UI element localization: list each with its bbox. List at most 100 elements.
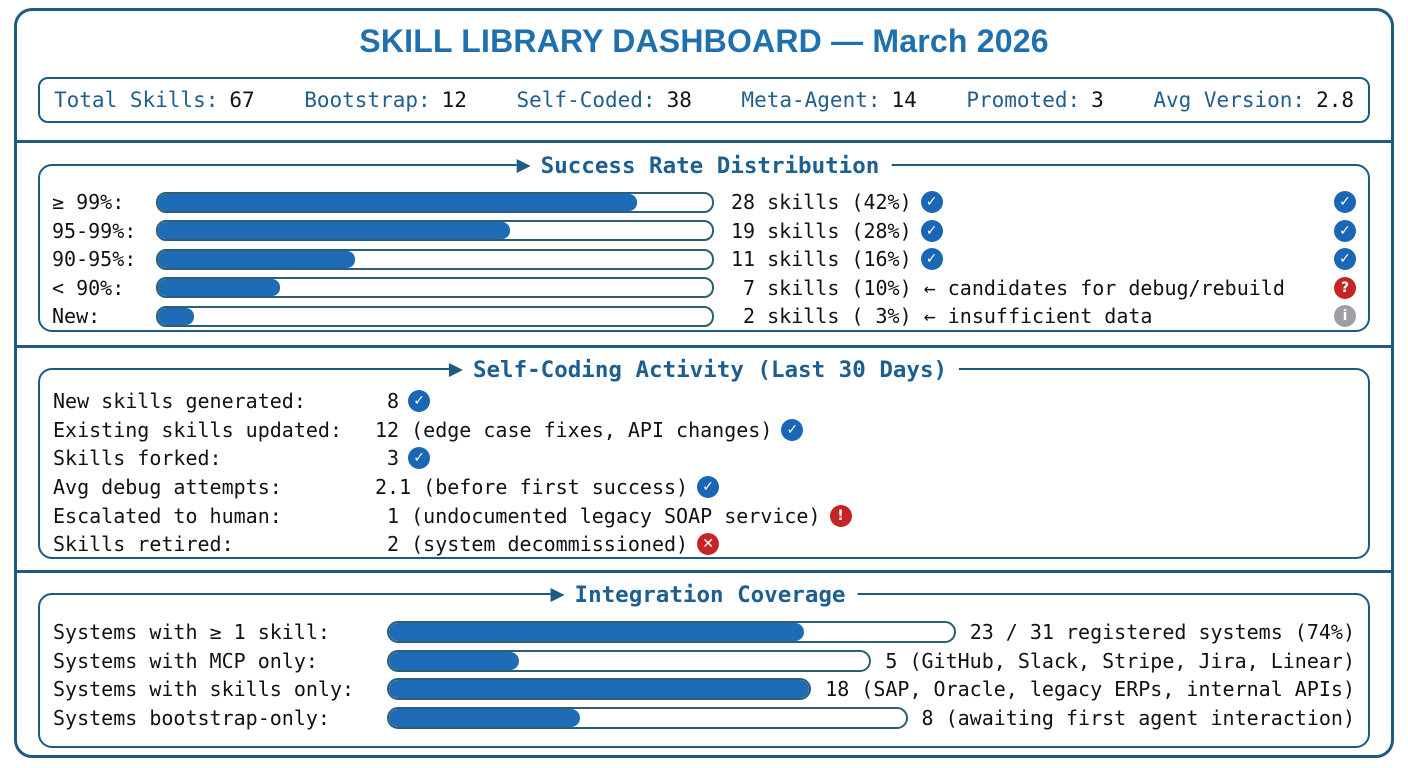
activity-value: 2 (system decommissioned) <box>375 532 689 557</box>
integration-label: Systems with MCP only: <box>53 648 318 673</box>
bucket-label: ≥ 99%: <box>52 190 125 215</box>
check-icon: ✓ <box>1334 191 1356 214</box>
stat-item: Bootstrap: 12 <box>304 88 467 112</box>
activity-value: 3 <box>375 446 400 471</box>
stat-label: Total Skills: <box>54 88 219 112</box>
exclamation-icon: ! <box>829 504 852 527</box>
page-title: SKILL LIBRARY DASHBOARD — March 2026 <box>359 23 1049 59</box>
integration-label: Systems with ≥ 1 skill: <box>53 620 330 645</box>
bar-fill <box>389 709 581 728</box>
bucket-value-text: 2 skills ( 3%) ← insufficient data <box>731 304 1153 329</box>
bar-fill <box>389 680 810 699</box>
bucket-label: New: <box>52 304 101 329</box>
check-icon: ✓ <box>408 447 431 470</box>
activity-row: Existing skills updated: 12 (edge case fi… <box>40 416 1368 445</box>
arrow-right-icon <box>550 588 565 602</box>
bar-track <box>156 305 714 327</box>
bar-fill <box>158 307 194 325</box>
integration-value-text: 23 / 31 registered systems (74%) <box>969 620 1355 645</box>
success-rate-row: New: 2 skills ( 3%) ← insufficient data i <box>40 302 1368 331</box>
arrow-right-icon <box>516 159 531 173</box>
integration-row: Systems with skills only: 18 (SAP, Oracle… <box>40 675 1368 704</box>
integration-coverage-panel: Integration Coverage Systems with ≥ 1 sk… <box>38 578 1370 748</box>
self-coding-activity-rows: New skills generated: 8 ✓ Existing skills … <box>40 387 1368 559</box>
stat-value: 3 <box>1091 88 1104 112</box>
integration-section-header: Integration Coverage <box>550 578 858 612</box>
summary-stats-bar: Total Skills: 67 Bootstrap: 12 Self-Coded: 38… <box>38 77 1370 123</box>
bar-track <box>387 621 956 644</box>
stat-label: Self-Coded: <box>516 88 656 112</box>
success-rate-section-header: Success Rate Distribution <box>516 149 892 183</box>
cross-icon: ✕ <box>697 533 720 556</box>
bucket-value-text: 19 skills (28%) <box>731 218 912 243</box>
integration-row: Systems bootstrap-only: 8 (awaiting first… <box>40 704 1368 733</box>
integration-label: Systems bootstrap-only: <box>53 706 330 731</box>
section-title: Self-Coding Activity (Last 30 Days) <box>472 357 948 383</box>
bar-track <box>387 707 908 730</box>
bar-track <box>156 277 714 299</box>
check-icon: ✓ <box>781 418 804 441</box>
header-compartment: SKILL LIBRARY DASHBOARD — March 2026 Tot… <box>17 11 1391 140</box>
stat-item: Avg Version: 2.8 <box>1153 88 1354 112</box>
stat-value: 67 <box>229 88 255 112</box>
success-rate-row: 95-99%: 19 skills (28%) ✓ ✓ <box>40 217 1368 246</box>
bucket-value-text: 11 skills (16%) <box>731 247 912 272</box>
bucket-value-text: 7 skills (10%) ← candidates for debug/re… <box>731 275 1285 300</box>
bar-fill <box>158 250 355 268</box>
bucket-label: 95-99%: <box>52 218 137 243</box>
activity-label: Escalated to human: <box>53 503 282 528</box>
integration-value-text: 8 (awaiting first agent interaction) <box>921 706 1355 731</box>
activity-label: Avg debug attempts: <box>53 475 282 500</box>
check-icon: ✓ <box>920 219 943 242</box>
stat-label: Bootstrap: <box>304 88 431 112</box>
bar-fill <box>389 651 519 670</box>
check-icon: ✓ <box>408 390 431 413</box>
integration-compartment: Integration Coverage Systems with ≥ 1 sk… <box>17 570 1391 755</box>
activity-value: 1 (undocumented legacy SOAP service) <box>375 503 821 528</box>
activity-row: New skills generated: 8 ✓ <box>40 387 1368 416</box>
dashboard-frame: SKILL LIBRARY DASHBOARD — March 2026 Tot… <box>14 8 1394 758</box>
success-rate-panel: Success Rate Distribution ≥ 99%: 28 skill… <box>38 149 1370 332</box>
stat-label: Promoted: <box>966 88 1081 112</box>
integration-value-text: 18 (SAP, Oracle, legacy ERPs, internal A… <box>825 677 1355 702</box>
check-icon: ✓ <box>1334 219 1356 242</box>
self-coding-section-header: Self-Coding Activity (Last 30 Days) <box>448 353 960 387</box>
integration-label: Systems with skills only: <box>53 677 355 702</box>
success-rate-row: < 90%: 7 skills (10%) ← candidates for d… <box>40 274 1368 303</box>
integration-coverage-rows: Systems with ≥ 1 skill: 23 / 31 registere… <box>40 618 1368 732</box>
bar-track <box>156 191 714 213</box>
section-title: Integration Coverage <box>574 582 846 608</box>
stat-item: Self-Coded: 38 <box>517 88 692 112</box>
activity-label: Skills forked: <box>53 446 222 471</box>
stat-value: 14 <box>891 88 917 112</box>
info-icon[interactable]: i <box>1334 305 1356 328</box>
bucket-label: 90-95%: <box>52 247 137 272</box>
stat-value: 2.8 <box>1316 88 1354 112</box>
bar-fill <box>158 222 510 240</box>
check-icon: ✓ <box>920 191 943 214</box>
activity-value: 8 <box>375 389 400 414</box>
section-title: Success Rate Distribution <box>540 153 880 179</box>
stat-item: Promoted: 3 <box>966 88 1103 112</box>
bar-track <box>387 678 812 701</box>
bar-fill <box>158 279 280 297</box>
bar-fill <box>158 193 638 211</box>
integration-row: Systems with MCP only: 5 (GitHub, Slack, … <box>40 647 1368 676</box>
check-icon: ✓ <box>1334 248 1356 271</box>
self-coding-activity-panel: Self-Coding Activity (Last 30 Days) New … <box>38 353 1370 559</box>
bucket-label: < 90%: <box>52 275 125 300</box>
bar-fill <box>389 623 805 642</box>
stat-label: Avg Version: <box>1153 88 1306 112</box>
activity-row: Skills forked: 3 ✓ <box>40 444 1368 473</box>
activity-row: Avg debug attempts: 2.1 (before first suc… <box>40 473 1368 502</box>
question-icon[interactable]: ? <box>1334 276 1356 299</box>
bar-track <box>156 248 714 270</box>
stat-label: Meta-Agent: <box>741 88 881 112</box>
success-rate-compartment: Success Rate Distribution ≥ 99%: 28 skill… <box>17 140 1391 345</box>
self-coding-compartment: Self-Coding Activity (Last 30 Days) New … <box>17 345 1391 570</box>
bar-track <box>156 220 714 242</box>
success-rate-rows: ≥ 99%: 28 skills (42%) ✓ ✓ 95-99%: 19 skills … <box>40 188 1368 331</box>
integration-row: Systems with ≥ 1 skill: 23 / 31 registere… <box>40 618 1368 647</box>
activity-label: New skills generated: <box>53 389 306 414</box>
activity-value: 12 (edge case fixes, API changes) <box>375 417 773 442</box>
